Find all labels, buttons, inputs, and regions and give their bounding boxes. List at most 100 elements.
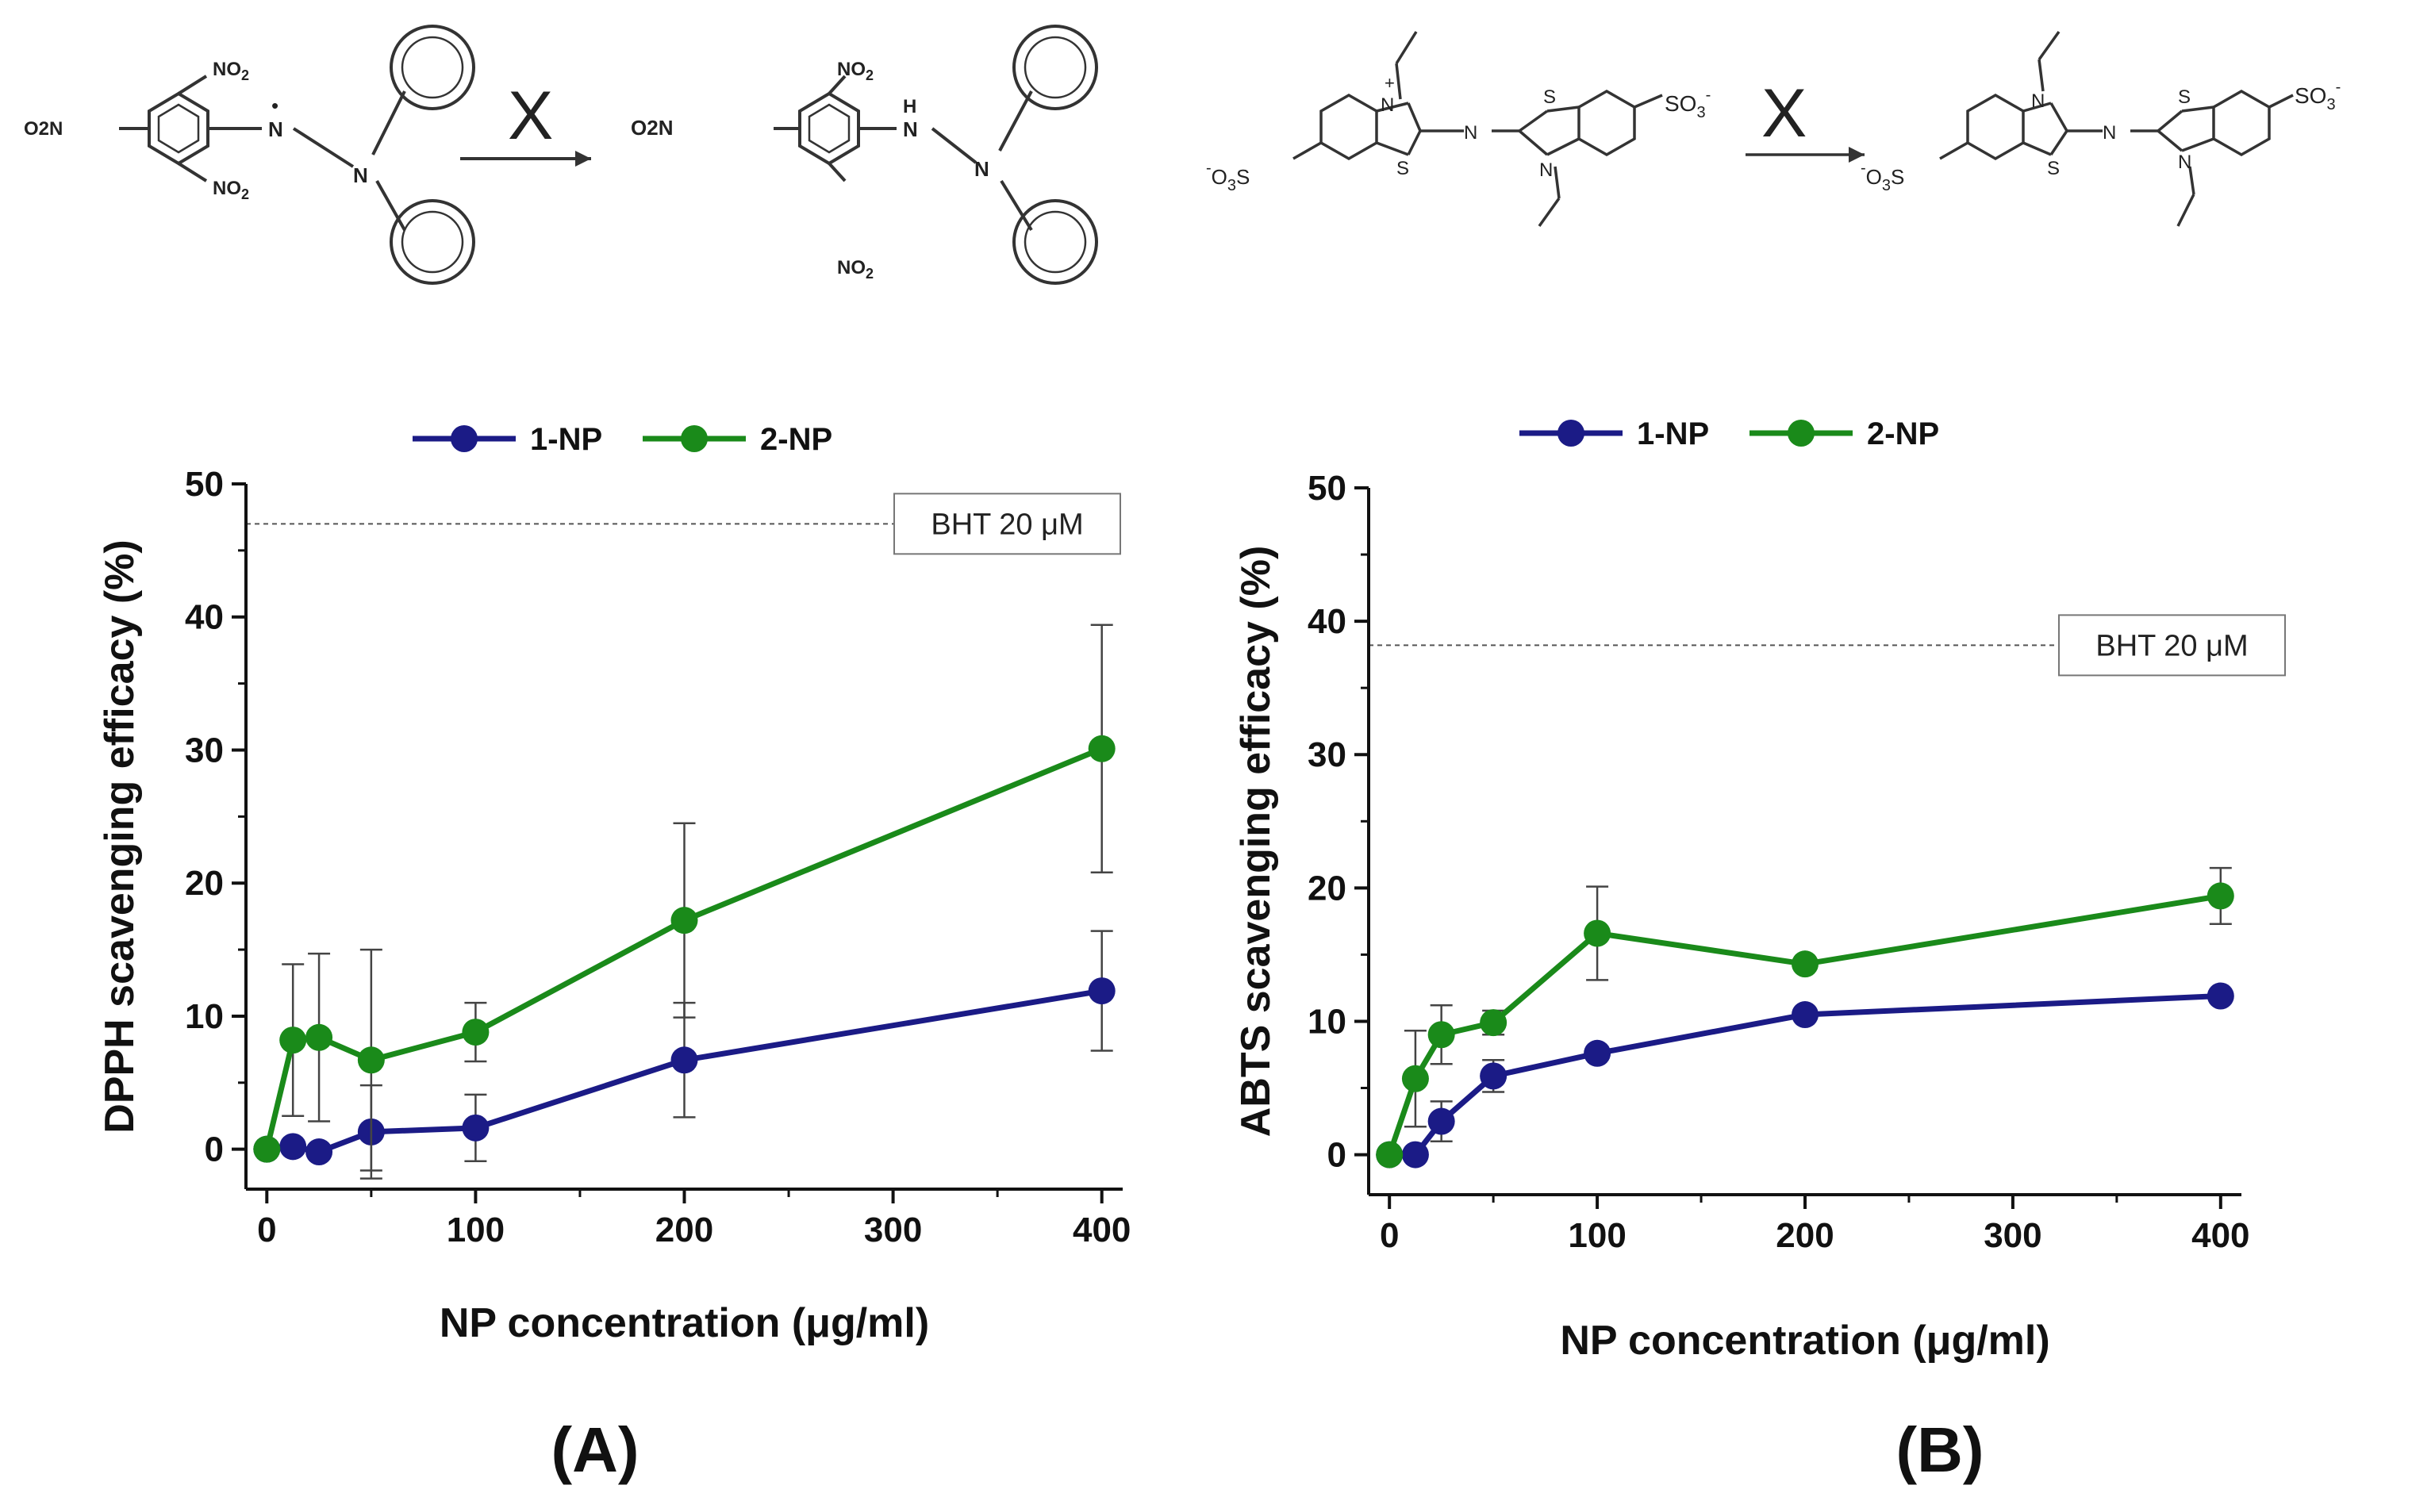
x-tick-label: 400	[1073, 1211, 1131, 1249]
svg-text:NO2: NO2	[213, 178, 249, 202]
svg-text:-O3S: -O3S	[1861, 159, 1904, 194]
data-point-2-np	[279, 1027, 307, 1054]
svg-text:NO2: NO2	[837, 59, 874, 83]
data-point-2-np	[2207, 882, 2234, 910]
n-atom-label: N	[974, 157, 989, 181]
dpph-reaction-scheme: NO2 NO2 O2N N • N X NO2 NO	[24, 25, 1098, 285]
dpph-radical-structure	[119, 25, 475, 285]
data-point-1-np	[1401, 1141, 1429, 1169]
legend-marker-1-np	[451, 425, 478, 452]
svg-text:NO2: NO2	[213, 59, 249, 83]
panel-label: (B)	[1895, 1414, 1984, 1485]
data-point-2-np	[1480, 1009, 1508, 1037]
radical-cation-mark: +	[1385, 73, 1395, 93]
h-atom-label: H	[903, 96, 916, 117]
data-point-2-np	[1401, 1065, 1429, 1092]
so3-subscript: 3	[2326, 96, 2335, 113]
y-axis-title: DPPH scavenging efficacy (%)	[97, 539, 143, 1133]
data-point-2-np	[1427, 1021, 1455, 1049]
chart-legend: 1-NP 2-NP	[1519, 416, 1939, 451]
n-atom-label: N	[2103, 122, 2116, 144]
data-point-1-np	[462, 1114, 490, 1142]
data-point-2-np	[253, 1135, 281, 1163]
data-point-1-np	[1480, 1062, 1508, 1090]
x-axis-title: NP concentration (μg/ml)	[440, 1300, 929, 1346]
abts-radical-structure	[1292, 31, 1663, 228]
x-tick-label: 100	[1568, 1216, 1626, 1255]
data-point-2-np	[1088, 735, 1116, 762]
o2n-suffix: 2N	[647, 116, 673, 140]
o3s-label: O	[1866, 165, 1882, 189]
y-tick-label: 10	[185, 997, 224, 1036]
legend-label-1-np: 1-NP	[1637, 416, 1709, 451]
o3s-label: O	[1212, 165, 1227, 189]
series-2-np	[253, 624, 1116, 1172]
n-atom-label: N	[1539, 159, 1553, 181]
data-point-1-np	[305, 1138, 333, 1166]
no2-label: NO	[837, 257, 866, 278]
o2n-suffix: 2N	[39, 118, 63, 140]
n-atom-label: N	[2178, 152, 2191, 173]
y-tick-label: 10	[1308, 1002, 1346, 1041]
svg-text:SO3-: SO3-	[2295, 79, 2341, 113]
n-atom-label: N	[1464, 122, 1477, 144]
data-point-1-np	[670, 1046, 698, 1074]
x-tick-label: 300	[1984, 1216, 2041, 1255]
inhibition-x: X	[1761, 75, 1807, 152]
abts-reaction-scheme: N + S N S N SO3- -O3S X	[1206, 30, 2341, 228]
s-atom-label: S	[2047, 158, 2060, 179]
o2n-label: O	[24, 118, 39, 140]
data-point-2-np	[1376, 1141, 1404, 1169]
no2-label: NO	[213, 178, 241, 199]
data-point-1-np	[2207, 982, 2234, 1010]
n-atom-label: N	[353, 163, 368, 187]
s-atom-label: S	[2178, 86, 2191, 108]
abts-chart: 1-NP 2-NP BHT 20 μM 0 10 20 30 40 50 0 100 200 300 40…	[1233, 416, 2286, 1485]
dpph-h-structure	[774, 25, 1098, 285]
svg-text:NO2: NO2	[837, 257, 874, 282]
y-tick-label: 30	[185, 731, 224, 769]
charge-label: -	[1206, 159, 1212, 177]
n-atom-label: N	[2031, 90, 2045, 112]
s-atom-label: S	[1396, 158, 1409, 179]
axes: 0 10 20 30 40 50 0 100 200 300 400	[1308, 469, 2249, 1255]
abts-reduced-structure	[1939, 30, 2294, 227]
data-point-2-np	[462, 1019, 490, 1046]
o2n-label: O	[631, 116, 647, 140]
dpph-chart: 1-NP 2-NP BHT 20 μM 0 10 20 30 40 50 0 100 200 300 40…	[97, 422, 1131, 1485]
n-atom-label: N	[1381, 94, 1394, 116]
legend-label-2-np: 2-NP	[1867, 416, 1939, 451]
o3s-suffix: S	[1236, 165, 1250, 189]
x-tick-label: 100	[447, 1211, 505, 1249]
y-axis-title: ABTS scavenging efficacy (%)	[1233, 546, 1279, 1138]
legend-marker-1-np	[1557, 420, 1584, 447]
y-tick-label: 20	[185, 864, 224, 903]
legend-label-1-np: 1-NP	[530, 422, 602, 457]
no2-subscript: 2	[866, 266, 874, 282]
x-tick-label: 200	[1776, 1216, 1834, 1255]
y-tick-label: 20	[1308, 869, 1346, 908]
bht-reference-label: BHT 20 μM	[931, 508, 1083, 541]
y-tick-label: 40	[185, 598, 224, 637]
n-atom-label: N	[903, 117, 918, 141]
y-tick-label: 30	[1308, 735, 1346, 774]
o3s-subscript: 3	[1882, 177, 1891, 194]
bht-reference-box	[893, 493, 1121, 555]
x-tick-label: 200	[655, 1211, 713, 1249]
y-tick-label: 0	[1327, 1136, 1346, 1175]
y-tick-label: 50	[1308, 469, 1346, 508]
so3-subscript: 3	[1696, 104, 1705, 121]
inhibition-x: X	[508, 78, 553, 154]
svg-text:SO3-: SO3-	[1665, 86, 1711, 121]
legend-label-2-np: 2-NP	[760, 422, 832, 457]
panel-label: (A)	[551, 1414, 639, 1485]
data-point-2-np	[357, 1046, 385, 1074]
data-point-1-np	[1088, 977, 1116, 1005]
svg-text:O2N: O2N	[631, 116, 673, 140]
x-tick-label: 0	[1380, 1216, 1399, 1255]
s-atom-label: S	[1543, 86, 1556, 108]
data-point-2-np	[670, 907, 698, 934]
reaction-arrow-head	[1849, 147, 1865, 163]
y-tick-label: 40	[1308, 602, 1346, 641]
data-point-2-np	[1584, 919, 1611, 947]
